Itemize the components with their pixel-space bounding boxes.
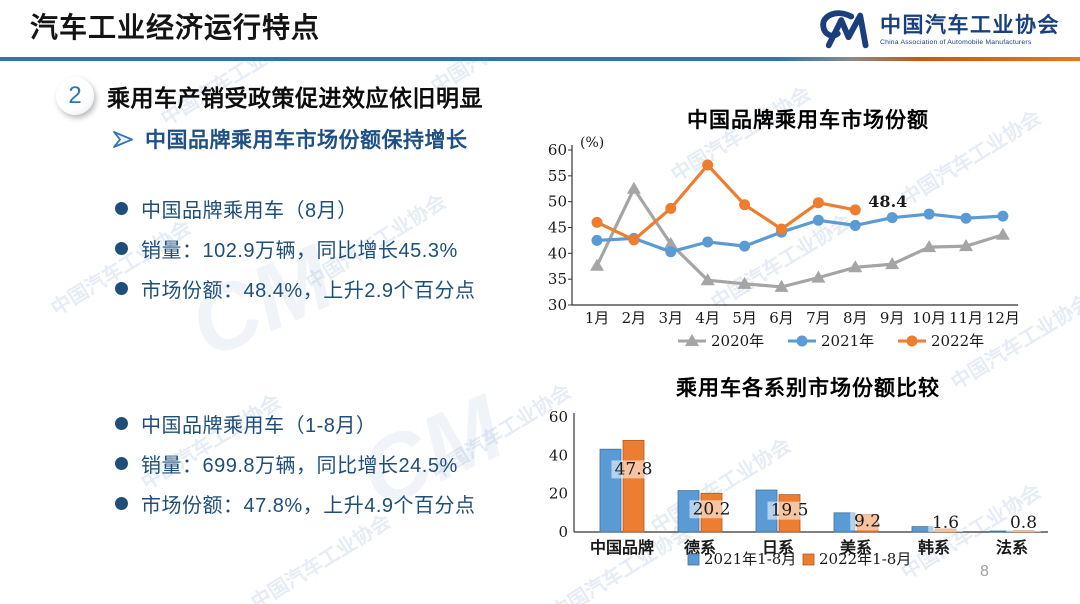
bullet-item: 市场份额：48.4%，上升2.9个百分点 [115,268,476,308]
header-divider [0,57,1080,61]
bullet-item: 销量：699.8万辆，同比增长24.5% [115,443,476,483]
svg-text:0.8: 0.8 [1010,513,1037,533]
bullet-item: 销量：102.9万辆，同比增长45.3% [115,228,476,268]
page-number: 8 [980,563,989,580]
svg-text:35: 35 [548,270,567,288]
bullet-text: 市场份额：48.4%，上升2.9个百分点 [141,279,476,302]
svg-text:20: 20 [549,485,568,503]
svg-text:50: 50 [548,193,567,211]
bullet-dot-icon [115,281,128,295]
line-chart-block: 中国品牌乘用车市场份额 30 35 40 45 50 55 60 (%) 1月 2月 3月 4月 5月 6… [548,104,1068,359]
caam-monogram-icon [820,10,869,49]
svg-text:60: 60 [549,408,568,426]
svg-text:9月: 9月 [880,309,905,327]
svg-text:2月: 2月 [622,309,647,327]
bullet-text: 市场份额：47.8%，上升4.9个百分点 [141,494,476,517]
bullet-dot-icon [115,416,128,430]
svg-text:4月: 4月 [695,309,720,327]
bullet-item: 中国品牌乘用车（8月） [115,188,476,228]
svg-text:2022年: 2022年 [931,332,984,350]
svg-text:10月: 10月 [912,309,946,327]
svg-text:5月: 5月 [732,309,757,327]
bullet-text: 销量：102.9万辆，同比增长45.3% [141,239,458,262]
bullet-dot-icon [115,201,128,215]
section-header-row: 2 乘用车产销受政策促进效应依旧明显 [56,77,483,115]
svg-text:德系: 德系 [684,538,716,557]
svg-text:中国品牌: 中国品牌 [590,538,654,557]
svg-text:0: 0 [558,523,568,541]
logo-org-name-cn: 中国汽车工业协会 [880,13,1060,37]
svg-text:2021年: 2021年 [821,332,874,350]
svg-text:韩系: 韩系 [918,538,950,557]
section-number-badge: 2 [56,77,94,115]
header: 汽车工业经济运行特点 中国汽车工业协会 China Association of… [0,0,1080,57]
svg-text:9.2: 9.2 [854,511,881,531]
line-chart: 30 35 40 45 50 55 60 (%) 1月 2月 3月 4月 5月 6月 7月 8月 9月 10月 11… [548,135,1020,350]
line-chart-legend: 2020年 2021年 2022年 [678,332,984,350]
svg-text:60: 60 [548,141,567,159]
svg-text:2022年1-8月: 2022年1-8月 [819,550,911,568]
svg-text:48.4: 48.4 [868,192,907,211]
caam-logo: 中国汽车工业协会 China Association of Automobile… [817,7,1060,53]
svg-text:8月: 8月 [843,309,868,327]
svg-text:1月: 1月 [585,309,610,327]
bullet-dot-icon [115,241,128,255]
bullet-group-august: 中国品牌乘用车（8月） 销量：102.9万辆，同比增长45.3% 市场份额：48… [115,188,476,308]
svg-text:日系: 日系 [762,538,794,557]
bar-chart-legend: 2021年1-8月 2022年1-8月 [687,550,911,568]
svg-text:47.8: 47.8 [615,459,653,479]
section-heading: 乘用车产销受政策促进效应依旧明显 [107,85,483,111]
section-subheading-row: 中国品牌乘用车市场份额保持增长 [112,124,468,154]
page-title: 汽车工业经济运行特点 [30,12,321,43]
svg-text:19.5: 19.5 [771,501,809,521]
bullet-group-jan-aug: 中国品牌乘用车（1-8月） 销量：699.8万辆，同比增长24.5% 市场份额：… [115,403,476,523]
bullet-item: 中国品牌乘用车（1-8月） [115,403,476,443]
svg-text:45: 45 [548,219,567,237]
svg-text:40: 40 [549,446,568,464]
svg-text:12月: 12月 [986,309,1020,327]
arrow-bullet-icon [113,130,133,148]
svg-text:2020年: 2020年 [711,332,764,350]
bar-chart: 0 20 40 60 中国品牌 德系 日系 美系 韩系 法系 47.8 20.2 19.5 9.2 1.6 0… [549,408,1048,568]
svg-text:6月: 6月 [769,309,794,327]
svg-text:1.6: 1.6 [932,513,959,533]
svg-text:40: 40 [548,244,567,262]
svg-text:(%): (%) [580,136,604,151]
bullet-text: 销量：699.8万辆，同比增长24.5% [141,454,458,477]
logo-org-name-en: China Association of Automobile Manufact… [880,39,1032,47]
bullet-dot-icon [115,456,128,470]
section-subheading: 中国品牌乘用车市场份额保持增长 [145,129,468,152]
svg-text:7月: 7月 [806,309,831,327]
bullet-text: 中国品牌乘用车（8月） [141,199,358,222]
line-chart-title: 中国品牌乘用车市场份额 [687,109,929,132]
svg-text:3月: 3月 [659,309,684,327]
svg-text:55: 55 [548,167,567,185]
bar-chart-title: 乘用车各系别市场份额比较 [676,377,940,400]
bullet-text: 中国品牌乘用车（1-8月） [141,414,377,437]
bullet-dot-icon [115,496,128,510]
svg-text:美系: 美系 [840,538,872,557]
svg-text:20.2: 20.2 [693,499,731,519]
svg-text:2021年1-8月: 2021年1-8月 [704,550,796,568]
bullet-item: 市场份额：47.8%，上升4.9个百分点 [115,483,476,523]
svg-text:11月: 11月 [949,309,983,327]
logo-text: 中国汽车工业协会 China Association of Automobile… [880,14,1060,46]
svg-text:30: 30 [548,296,567,314]
svg-text:法系: 法系 [996,538,1028,557]
bar-chart-block: 乘用车各系别市场份额比较 0 20 40 60 中国品牌 德系 日系 美系 韩系 法系 47.8 20… [548,372,1068,594]
